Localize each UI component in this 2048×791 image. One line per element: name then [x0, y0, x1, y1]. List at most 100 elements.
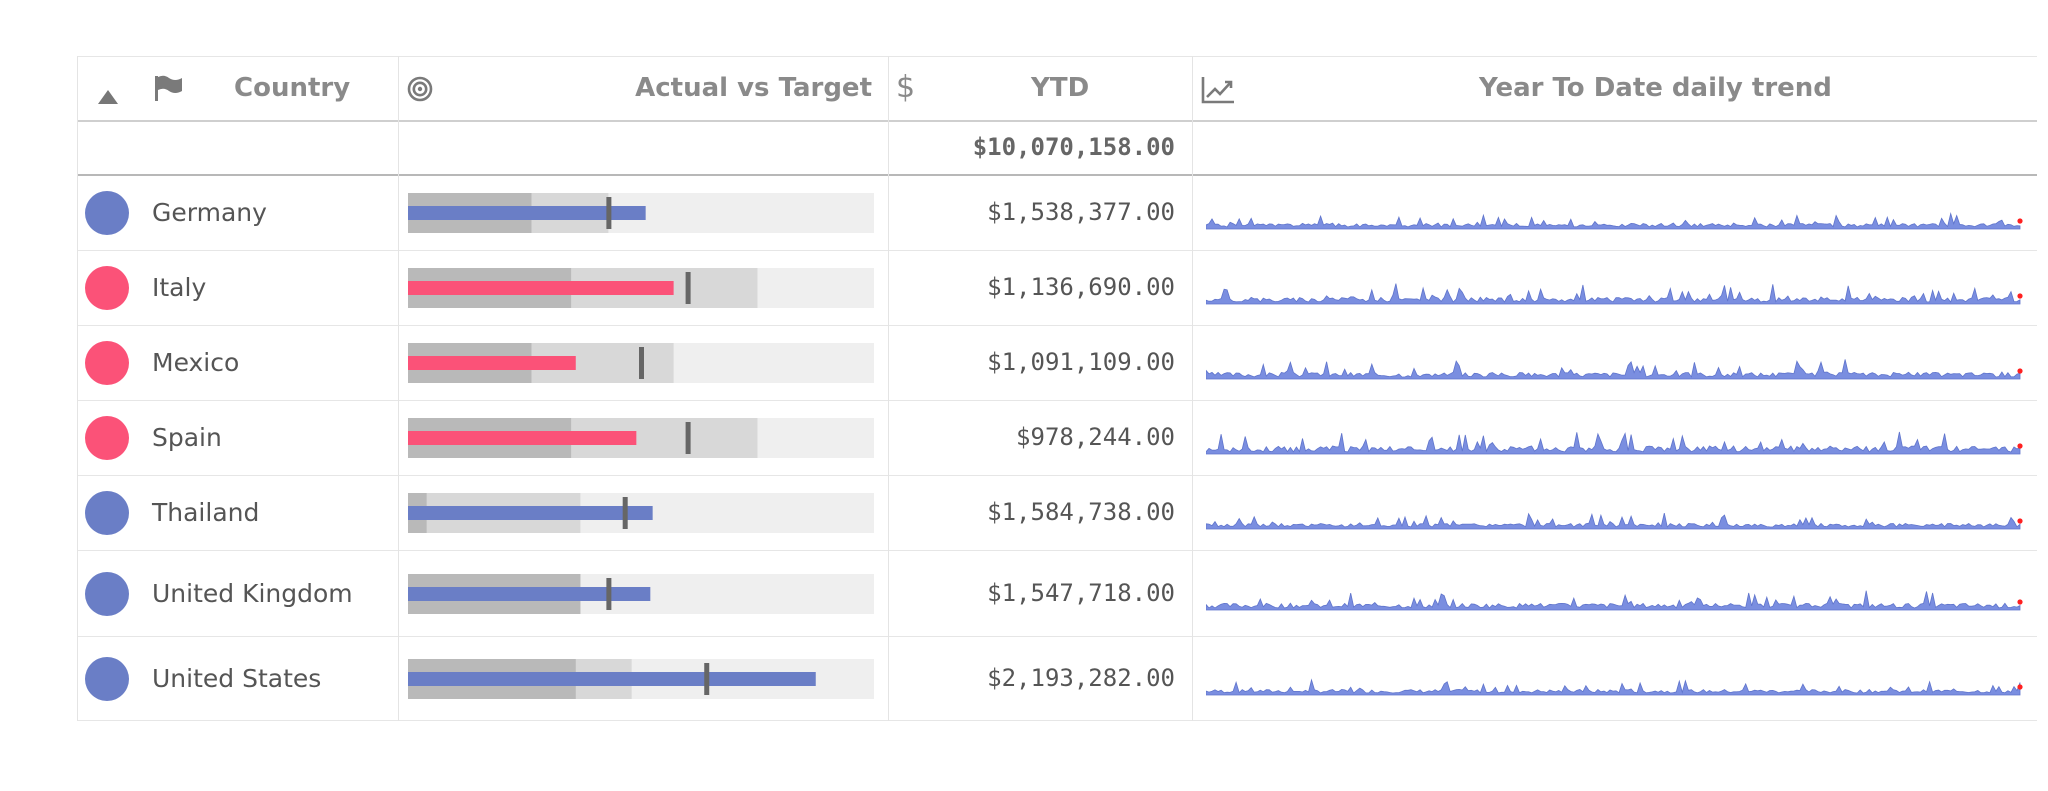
bullet-chart: [408, 574, 874, 614]
bullet-actual-bar: [408, 672, 816, 686]
trend-cell[interactable]: [1193, 476, 2037, 550]
sparkline-chart: [1206, 359, 2023, 380]
bullet-actual-bar: [408, 506, 653, 520]
status-indicator: [85, 191, 129, 235]
ytd-cell[interactable]: $1,584,738.00: [889, 476, 1192, 550]
status-indicator: [85, 491, 129, 535]
table-row[interactable]: United Kingdom $1,547,718.00: [77, 551, 2037, 636]
sparkline-area: [1206, 359, 2021, 380]
bullet-target-marker: [622, 497, 628, 529]
header-trend-cell[interactable]: Year To Date daily trend: [1193, 56, 2037, 120]
sparkline-last-point: [2017, 218, 2023, 224]
table-row[interactable]: Mexico $1,091,109.00: [77, 326, 2037, 400]
country-cell[interactable]: Germany: [77, 176, 398, 250]
ytd-cell[interactable]: $2,193,282.00: [889, 637, 1192, 721]
ytd-value: $2,193,282.00: [987, 664, 1175, 692]
bullet-chart-cell[interactable]: [399, 401, 888, 475]
bullet-chart: [408, 193, 874, 233]
status-indicator: [85, 266, 129, 310]
ytd-cell[interactable]: $978,244.00: [889, 401, 1192, 475]
country-cell[interactable]: Thailand: [77, 476, 398, 550]
table-row[interactable]: Thailand $1,584,738.00: [77, 476, 2037, 550]
sparkline-last-point: [2017, 293, 2023, 299]
bullet-chart-cell[interactable]: [399, 637, 888, 721]
bullet-target-marker: [606, 578, 612, 610]
bullet-actual-bar: [408, 431, 637, 445]
bullet-target-marker: [685, 272, 691, 304]
sort-ascending-icon[interactable]: [97, 89, 119, 109]
bullet-chart-cell[interactable]: [399, 476, 888, 550]
country-column-header[interactable]: Country: [234, 73, 351, 103]
line-chart-icon: [1201, 76, 1235, 108]
flag-icon: [154, 74, 184, 106]
trend-cell[interactable]: [1193, 176, 2037, 250]
bullet-target-marker: [685, 422, 691, 454]
trend-cell[interactable]: [1193, 401, 2037, 475]
bullet-chart: [408, 418, 874, 458]
ytd-column-header[interactable]: YTD: [1031, 73, 1090, 103]
sparkline-area: [1206, 512, 2021, 530]
bullet-chart: [408, 659, 874, 699]
country-cell[interactable]: United States: [77, 637, 398, 721]
status-indicator: [85, 416, 129, 460]
status-indicator: [85, 572, 129, 616]
totals-row: $10,070,158.00: [77, 121, 2037, 173]
header-bullet-cell[interactable]: Actual vs Target: [399, 56, 888, 120]
bullet-chart-cell[interactable]: [399, 251, 888, 325]
actual-vs-target-column-header[interactable]: Actual vs Target: [635, 73, 872, 103]
row-divider: [77, 636, 2037, 637]
column-divider-1: [398, 56, 399, 721]
country-cell[interactable]: United Kingdom: [77, 551, 398, 636]
column-divider-3: [1192, 56, 1193, 721]
dollar-icon: $: [896, 70, 916, 105]
sparkline-last-point: [2017, 599, 2023, 605]
ytd-cell[interactable]: $1,091,109.00: [889, 326, 1192, 400]
ytd-value: $1,547,718.00: [987, 579, 1175, 607]
table-row[interactable]: United States $2,193,282.00: [77, 637, 2037, 721]
trend-cell[interactable]: [1193, 251, 2037, 325]
table-row[interactable]: Germany $1,538,377.00: [77, 176, 2037, 250]
bottom-border: [77, 720, 2037, 721]
country-name: United Kingdom: [152, 579, 353, 608]
bullet-chart-cell[interactable]: [399, 326, 888, 400]
country-name: Italy: [152, 273, 207, 302]
trend-cell[interactable]: [1193, 637, 2037, 721]
status-indicator: [85, 341, 129, 385]
bullet-chart-cell[interactable]: [399, 176, 888, 250]
sparkline-area: [1206, 211, 2021, 230]
table-row[interactable]: Italy $1,136,690.00: [77, 251, 2037, 325]
totals-divider: [77, 174, 2037, 176]
sparkline-last-point: [2017, 443, 2023, 449]
sparkline-chart: [1206, 590, 2023, 611]
bullet-chart-cell[interactable]: [399, 551, 888, 636]
ytd-cell[interactable]: $1,538,377.00: [889, 176, 1192, 250]
table-row[interactable]: Spain $978,244.00: [77, 401, 2037, 475]
trend-column-header[interactable]: Year To Date daily trend: [1479, 73, 1832, 103]
sparkline-chart: [1206, 512, 2023, 530]
country-cell[interactable]: Mexico: [77, 326, 398, 400]
trend-cell[interactable]: [1193, 551, 2037, 636]
top-border: [77, 56, 2037, 57]
target-icon: [407, 76, 433, 106]
row-divider: [77, 250, 2037, 251]
country-cell[interactable]: Italy: [77, 251, 398, 325]
bullet-actual-bar: [408, 206, 646, 220]
ytd-total-value: $10,070,158.00: [972, 133, 1175, 161]
ytd-value: $978,244.00: [1016, 423, 1175, 451]
ytd-cell[interactable]: $1,547,718.00: [889, 551, 1192, 636]
header-ytd-cell[interactable]: $ YTD: [889, 56, 1192, 120]
sparkline-chart: [1206, 678, 2023, 696]
sparkline-area: [1206, 283, 2021, 305]
country-name: Mexico: [152, 348, 240, 377]
ytd-cell[interactable]: $1,136,690.00: [889, 251, 1192, 325]
kpi-table: Country Actual vs Target $ YTD Year To D…: [77, 56, 2037, 721]
totals-ytd-cell: $10,070,158.00: [889, 121, 1192, 173]
trend-cell[interactable]: [1193, 326, 2037, 400]
country-name: Spain: [152, 423, 222, 452]
ytd-value: $1,091,109.00: [987, 348, 1175, 376]
country-cell[interactable]: Spain: [77, 401, 398, 475]
bullet-actual-bar: [408, 356, 576, 370]
sparkline-area: [1206, 678, 2021, 696]
bullet-chart: [408, 268, 874, 308]
header-country-cell[interactable]: Country: [77, 56, 398, 120]
